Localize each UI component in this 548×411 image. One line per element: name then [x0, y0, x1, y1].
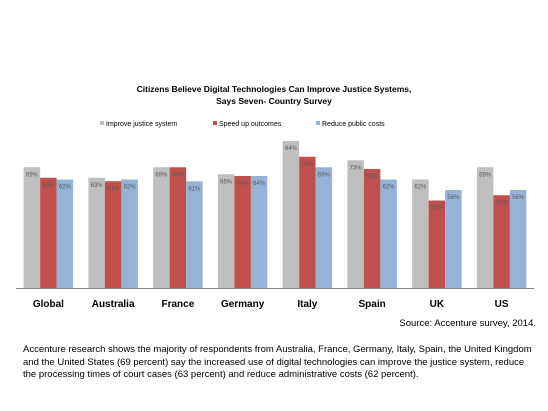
data-label: 63% [91, 183, 104, 189]
category-label-global: Global [33, 299, 64, 310]
bar-global-series-1 [23, 167, 41, 288]
legend-item: Reduce public costs [316, 120, 385, 130]
chart-legend: Improve justice system Speed up outcomes R… [0, 120, 548, 132]
bar-germany-series-3 [250, 176, 268, 288]
bar-australia-series-2 [104, 181, 122, 288]
legend-swatch [316, 121, 320, 125]
bar-france-series-2 [169, 167, 187, 288]
bar-germany-series-1 [217, 174, 235, 288]
legend-label: Improve justice system [106, 121, 178, 128]
data-label: 62% [414, 185, 427, 191]
source-note: Source: Accenture survey, 2014. [399, 318, 536, 329]
bar-uk-series-3 [445, 190, 462, 288]
data-label: 62% [124, 185, 137, 191]
data-label: 61% [188, 186, 201, 192]
data-label: 53% [496, 200, 509, 206]
category-label-france: France [161, 299, 194, 310]
data-label: 56% [447, 195, 460, 201]
category-label-us: US [495, 299, 509, 310]
legend-item: Improve justice system [100, 120, 177, 130]
category-label-australia: Australia [92, 299, 135, 310]
data-label: 64% [237, 181, 250, 187]
data-label: 84% [285, 146, 298, 152]
bar-us-series-1 [476, 167, 494, 288]
bar-us-series-3 [509, 190, 527, 288]
data-label: 68% [366, 174, 379, 180]
data-label: 62% [383, 185, 396, 191]
data-label: 69% [155, 172, 168, 178]
bar-italy-series-2 [299, 156, 316, 288]
bar-italy-series-1 [282, 141, 300, 288]
bar-spain-series-3 [380, 179, 397, 288]
legend-swatch [213, 121, 217, 125]
bar-germany-series-2 [234, 176, 251, 288]
caption-text: Accenture research shows the majority of… [23, 344, 532, 380]
data-label: 69% [318, 172, 331, 178]
category-label-italy: Italy [297, 299, 317, 310]
legend-swatch [100, 121, 104, 125]
data-label: 65% [220, 179, 233, 185]
bar-us-series-2 [493, 195, 510, 288]
category-label-germany: Germany [221, 299, 265, 310]
data-label: 69% [26, 172, 39, 178]
bar-france-series-1 [153, 167, 170, 288]
data-label: 69% [479, 172, 492, 178]
bar-global-series-2 [40, 177, 57, 288]
bar-italy-series-3 [315, 167, 333, 288]
data-label: 61% [107, 186, 120, 192]
data-label: 64% [253, 181, 266, 187]
legend-label: Speed up outcomes [219, 121, 282, 128]
bar-uk-series-2 [428, 200, 446, 288]
legend-item: Speed up outcomes [213, 120, 281, 130]
chart-title: Citizens Believe Digital Technologies Ca… [60, 83, 488, 107]
category-label-uk: UK [430, 299, 445, 310]
data-label: 56% [512, 195, 525, 201]
category-label-spain: Spain [359, 299, 386, 310]
data-label: 73% [350, 165, 363, 171]
bar-australia-series-1 [88, 177, 105, 288]
legend-label: Reduce public costs [322, 121, 385, 128]
bar-spain-series-1 [347, 160, 364, 288]
data-label: 63% [42, 183, 55, 189]
data-label: 50% [431, 206, 444, 212]
chart-title-line-1: Citizens Believe Digital Technologies Ca… [136, 84, 412, 94]
bar-france-series-3 [186, 181, 203, 288]
bar-spain-series-2 [363, 169, 381, 288]
data-label: 69% [172, 172, 185, 178]
bar-global-series-3 [56, 179, 74, 288]
data-label: 75% [301, 162, 314, 168]
bar-australia-series-3 [121, 179, 138, 288]
data-label: 62% [59, 185, 72, 191]
bar-uk-series-1 [412, 179, 429, 288]
chart-title-line-2: Says Seven- Country Survey [216, 96, 332, 106]
